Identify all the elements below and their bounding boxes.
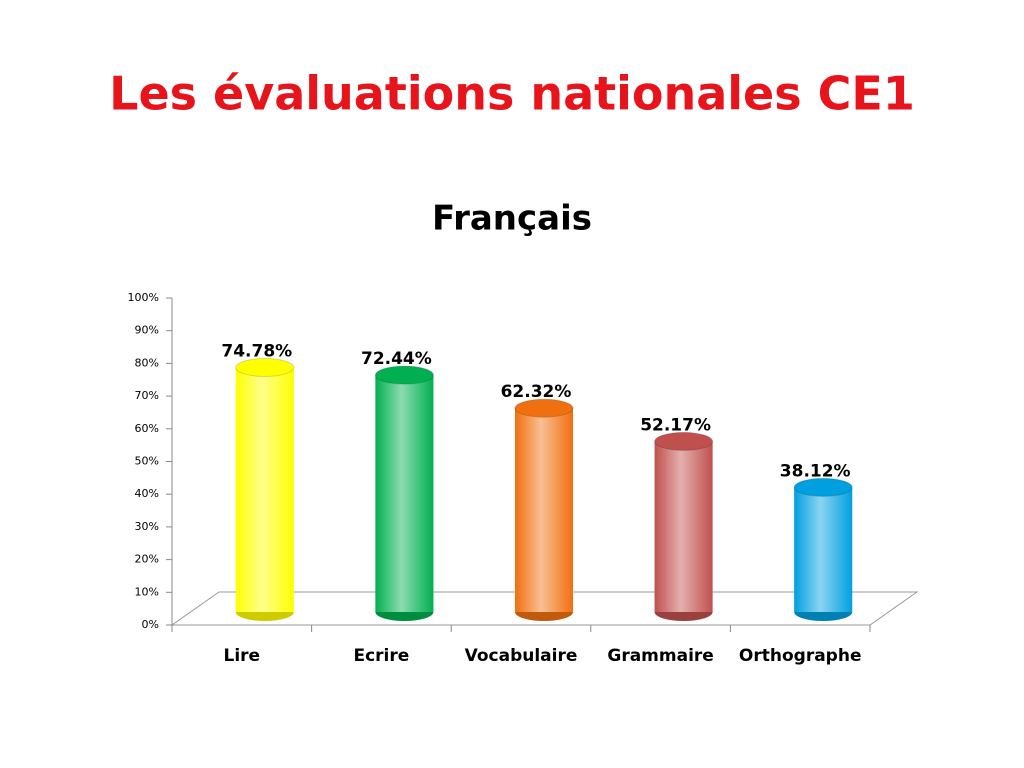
bar-top <box>374 365 434 385</box>
bar-shade <box>794 487 853 612</box>
y-tick-label: 10% <box>135 585 159 598</box>
bar-shade <box>654 441 713 612</box>
value-label: 72.44% <box>361 349 432 369</box>
y-tick-label: 20% <box>135 553 159 566</box>
y-tick-label: 100% <box>128 291 159 304</box>
bar-top <box>793 477 853 497</box>
chart-title: Français <box>432 199 592 239</box>
bar-shade <box>235 367 294 612</box>
value-label: 62.32% <box>501 382 572 402</box>
y-tick-label: 30% <box>135 520 159 533</box>
bar-top <box>514 398 574 418</box>
bar-top <box>654 431 714 451</box>
x-tick-label: Grammaire <box>607 646 713 666</box>
y-tick-label: 50% <box>135 455 159 468</box>
y-tick-label: 0% <box>142 618 159 631</box>
bar-shade <box>375 375 434 612</box>
x-tick-label: Lire <box>224 646 261 666</box>
value-label: 74.78% <box>221 341 292 361</box>
y-tick-label: 70% <box>135 389 159 402</box>
bar-top <box>235 357 295 377</box>
y-tick-label: 40% <box>135 487 159 500</box>
x-tick-label: Orthographe <box>739 646 862 666</box>
slide-title: Les évaluations nationales CE1 <box>109 67 915 121</box>
y-tick-label: 90% <box>135 324 159 337</box>
bar-shade <box>515 408 573 612</box>
floor <box>170 591 919 626</box>
x-tick-label: Vocabulaire <box>465 646 578 666</box>
x-tick-label: Ecrire <box>353 646 409 666</box>
value-label: 52.17% <box>640 415 711 435</box>
y-tick-label: 60% <box>135 422 159 435</box>
value-label: 38.12% <box>780 461 851 481</box>
y-tick-label: 80% <box>135 356 159 369</box>
